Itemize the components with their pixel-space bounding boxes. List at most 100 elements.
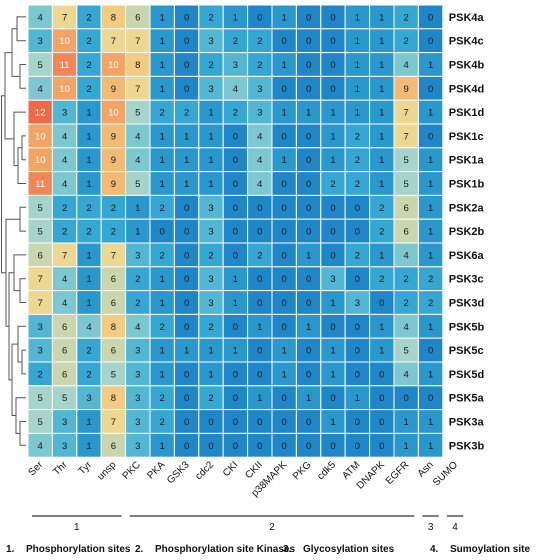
cell-value-label: 1: [306, 393, 311, 404]
cell-value-label: 1: [428, 227, 433, 238]
cell-value-label: 3: [208, 298, 213, 309]
cell-value-label: 4: [404, 250, 409, 261]
cell-value-label: 7: [135, 36, 140, 47]
group-number: 4: [452, 522, 458, 533]
cell-value-label: 0: [282, 250, 287, 261]
row-label: PSK1d: [449, 107, 484, 119]
dendrogram-branch: [11, 28, 20, 77]
cell-value-label: 0: [282, 393, 287, 404]
row-label: PSK1a: [449, 155, 485, 167]
cell-value-label: 2: [160, 417, 165, 428]
cell-value-label: 3: [355, 298, 360, 309]
cell-value-label: 2: [379, 203, 384, 214]
cell-value-label: 2: [208, 322, 213, 333]
cell-value-label: 2: [86, 60, 91, 71]
cell-value-label: 3: [257, 84, 262, 95]
cell-value-label: 7: [62, 250, 67, 261]
cell-value-label: 2: [38, 369, 43, 380]
cell-value-label: 11: [60, 60, 70, 71]
cell-value-label: 4: [62, 298, 67, 309]
cell-value-label: 0: [233, 322, 238, 333]
dendrogram-branch: [19, 421, 26, 446]
cell-value-label: 3: [38, 346, 43, 357]
cell-value-label: 0: [233, 393, 238, 404]
dendrogram-branch: [21, 349, 26, 375]
cell-value-label: 1: [379, 155, 384, 166]
cell-value-label: 3: [208, 203, 213, 214]
cell-value-label: 1: [330, 417, 335, 428]
cell-value-label: 1: [428, 417, 433, 428]
cell-value-label: 3: [135, 417, 140, 428]
cell-value-label: 0: [330, 36, 335, 47]
cell-value-label: 0: [306, 131, 311, 142]
legend-label: Glycosylation sites: [303, 544, 395, 555]
row-labels: PSK4a PSK4c PSK4b PSK4d PSK1d PSK1c PSK1a PSK1b…: [449, 12, 485, 452]
row-label: PSK3c: [449, 274, 484, 286]
cell-value-label: 3: [62, 441, 67, 452]
cell-value-label: 2: [62, 203, 67, 214]
legend-label: Sumoylation site: [450, 544, 530, 555]
cell-value-label: 1: [428, 203, 433, 214]
cell-value-label: 0: [379, 393, 384, 404]
cell-value-label: 1: [428, 179, 433, 190]
cell-value-label: 1: [306, 250, 311, 261]
dendrogram-branch: [15, 397, 26, 434]
cell-value-label: 4: [233, 84, 238, 95]
cell-value-label: 2: [404, 298, 409, 309]
cell-value-label: 1: [379, 12, 384, 23]
cell-value-label: 2: [160, 108, 165, 119]
legend-label: Phosphorylation site Kinases: [155, 544, 295, 555]
cell-value-label: 0: [330, 441, 335, 452]
cell-value-label: 0: [330, 12, 335, 23]
dendrogram-branch: [1, 95, 6, 274]
cell-value-label: 3: [38, 36, 43, 47]
cell-value-label: 5: [38, 203, 43, 214]
cell-value-label: 0: [306, 441, 311, 452]
cell-value-label: 1: [160, 131, 165, 142]
legend-number: 4.: [430, 544, 439, 555]
cell-value-label: 6: [404, 227, 409, 238]
cell-value-label: 4: [135, 322, 140, 333]
cell-value-label: 1: [86, 274, 91, 285]
cell-value-label: 4: [86, 322, 91, 333]
cell-value-label: 1: [208, 179, 213, 190]
cell-value-label: 3: [62, 417, 67, 428]
cell-value-label: 3: [135, 441, 140, 452]
cell-value-label: 0: [257, 417, 262, 428]
cell-value-label: 2: [160, 322, 165, 333]
cell-value-label: 0: [428, 131, 433, 142]
row-label: PSK3b: [449, 440, 485, 452]
group-number: 3: [428, 522, 434, 533]
cell-value-label: 1: [355, 108, 360, 119]
cell-value-label: 1: [160, 36, 165, 47]
cell-value-label: 0: [233, 227, 238, 238]
column-label: PKC: [121, 460, 143, 482]
cell-value-label: 1: [355, 393, 360, 404]
cell-value-label: 0: [428, 346, 433, 357]
cell-value-label: 0: [184, 227, 189, 238]
cell-value-label: 10: [35, 131, 46, 142]
row-label: PSK3a: [449, 417, 485, 429]
cell-value-label: 2: [111, 227, 116, 238]
cell-value-label: 0: [306, 12, 311, 23]
cell-value-label: 6: [404, 203, 409, 214]
cell-value-label: 2: [404, 274, 409, 285]
cell-value-label: 8: [111, 393, 116, 404]
cell-value-label: 10: [35, 155, 46, 166]
cell-value-label: 4: [404, 322, 409, 333]
cell-value-label: 0: [257, 441, 262, 452]
dendrogram-branch: [16, 16, 26, 42]
cell-value-label: 0: [330, 60, 335, 71]
cell-value-label: 1: [330, 298, 335, 309]
cell-value-label: 1: [379, 108, 384, 119]
cell-value-label: 12: [35, 108, 46, 119]
cell-value-label: 2: [404, 36, 409, 47]
cell-value-label: 1: [379, 60, 384, 71]
cell-value-label: 7: [62, 12, 67, 23]
cell-value-label: 2: [208, 250, 213, 261]
column-label: Asn: [416, 460, 436, 480]
cell-value-label: 0: [184, 84, 189, 95]
cell-value-label: 0: [184, 369, 189, 380]
column-label: DNAPK: [355, 459, 387, 491]
